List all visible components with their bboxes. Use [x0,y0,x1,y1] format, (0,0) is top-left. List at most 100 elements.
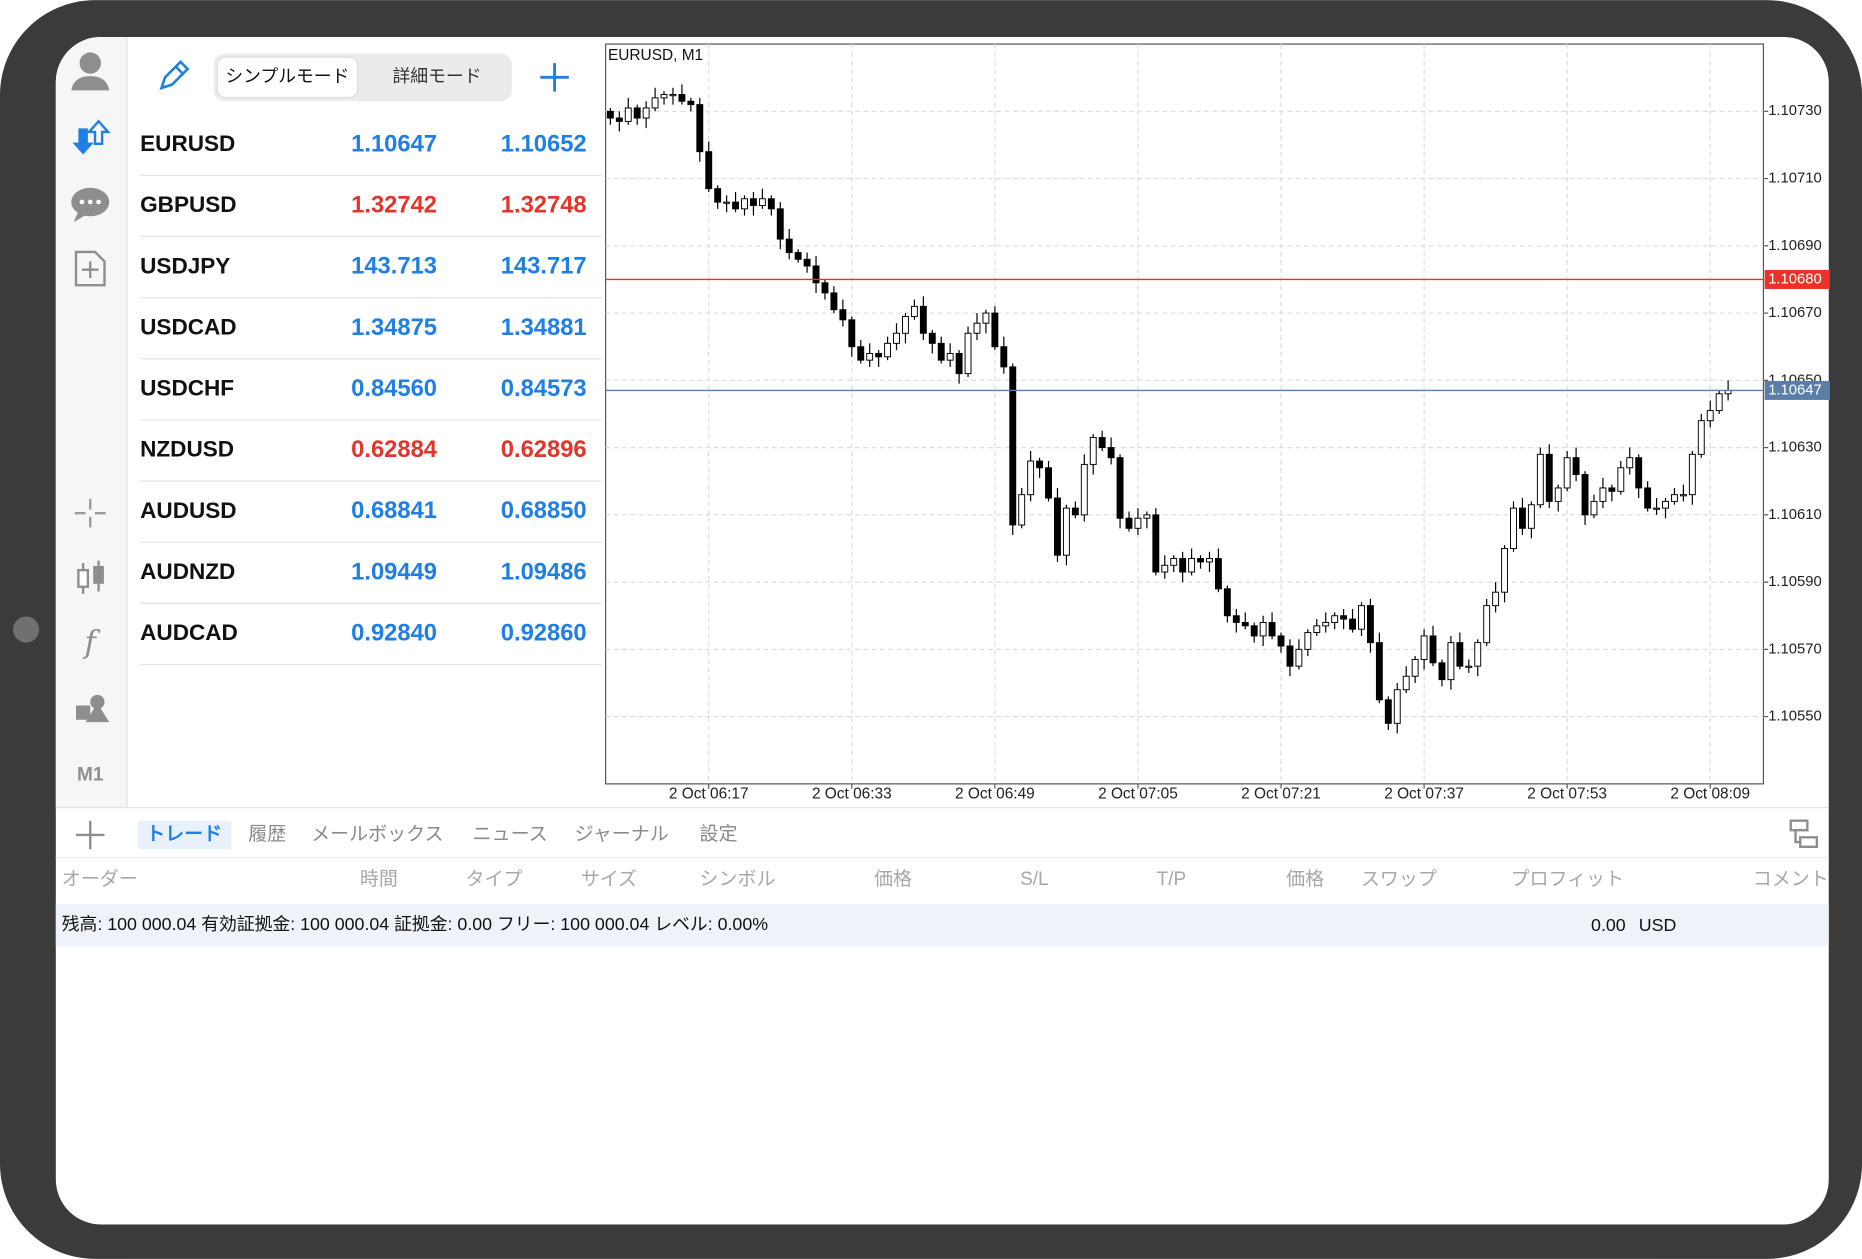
candle-body [1581,474,1589,516]
candle-body [1259,621,1267,637]
summary-text: 残高: 100 000.04 有効証拠金: 100 000.04 証拠金: 0.… [62,914,768,934]
mode-selected[interactable] [216,56,359,99]
chart-type-icon[interactable] [77,560,104,594]
y-tick-label: 1.10590 [1768,574,1822,590]
bid[interactable]: 1.10647 [351,130,437,157]
symbol[interactable]: AUDNZD [140,559,235,584]
summary-row [55,903,1829,947]
candle-body [1653,507,1661,510]
candle-body [1223,588,1231,617]
price-label-bg [1764,380,1830,400]
symbol[interactable]: GBPUSD [140,192,236,217]
ask[interactable]: 143.717 [501,253,587,280]
add-tab[interactable] [76,820,105,850]
ask[interactable]: 1.09486 [501,558,587,585]
column-header: スワップ [1361,868,1437,890]
ask[interactable]: 0.68850 [501,497,587,524]
candle-body [848,319,856,348]
candle-body [803,258,811,267]
new-order-icon[interactable] [74,250,106,287]
trade-icon[interactable] [72,119,111,155]
bid[interactable]: 0.68841 [351,497,437,524]
add-symbol[interactable] [540,63,569,92]
mode-option[interactable]: 詳細モード [393,66,482,86]
candle-body [1152,514,1160,573]
symbol[interactable]: USDCAD [140,314,236,339]
timeframe[interactable]: M1 [77,765,104,786]
tab[interactable]: 履歴 [248,824,286,845]
bid[interactable]: 1.09449 [351,558,437,585]
candle-body [1492,591,1500,607]
symbol[interactable]: NZDUSD [140,437,234,462]
candle-body [1608,487,1616,492]
bid[interactable]: 143.713 [351,253,437,280]
candle-body [1188,558,1196,573]
mode-option[interactable]: シンプルモード [225,66,349,86]
tab[interactable]: メールボックス [311,823,443,845]
crosshair-icon[interactable] [74,498,106,528]
candle-body [1456,642,1464,667]
candle-body [1501,548,1509,593]
symbol[interactable]: AUDCAD [140,620,238,645]
candle-body [1179,558,1187,573]
column-header: プロフィット [1511,868,1625,890]
ask[interactable]: 0.84573 [501,375,587,402]
symbol[interactable]: AUDUSD [140,498,236,523]
column-header: 価格 [1286,868,1324,890]
active-tab-bg [137,820,232,850]
ask[interactable]: 1.32748 [501,191,587,218]
objects-icon[interactable] [76,694,110,723]
chat-icon[interactable] [71,187,110,223]
ask[interactable]: 1.34881 [501,314,587,341]
tab[interactable]: トレード [146,824,222,845]
candle-body [964,332,972,375]
ask[interactable]: 0.92860 [501,620,587,647]
candle-body [794,252,802,260]
candle-body [1241,621,1249,627]
candle-body [902,315,909,334]
candle-body [1080,463,1088,516]
candle-body [696,104,704,153]
symbol[interactable]: EURUSD [140,131,235,156]
tab[interactable]: 設定 [699,823,737,845]
y-tick-label: 1.10730 [1768,103,1822,119]
edit-icon[interactable] [159,60,190,91]
candle-body [615,117,623,122]
candle-body [1483,605,1491,644]
candle-body [1429,635,1437,664]
bid[interactable]: 1.34875 [351,314,437,341]
camera [13,616,40,643]
account-icon[interactable] [71,52,110,91]
y-tick-label: 1.10610 [1768,507,1822,523]
y-tick-label: 1.10710 [1768,170,1822,186]
candle-body [1304,632,1312,650]
candle-body [1393,689,1401,724]
candle-body [955,352,963,375]
tab[interactable]: ジャーナル [575,824,669,845]
candle-body [1402,675,1410,691]
ask[interactable]: 1.10652 [501,130,587,157]
column-header: シンボル [699,868,775,890]
candle-body [678,94,686,102]
candle-body [1062,507,1070,556]
ask[interactable]: 0.62896 [501,436,587,463]
bid[interactable]: 0.62884 [351,436,438,463]
symbol[interactable]: USDJPY [140,253,230,278]
candle-body [1599,487,1607,502]
candle-body [1563,457,1571,489]
x-tick-label: 2 Oct 06:17 [669,786,749,803]
symbol[interactable]: USDCHF [140,376,234,401]
x-tick-label: 2 Oct 07:05 [1098,786,1178,803]
tab[interactable]: ニュース [473,824,548,845]
candle-body [723,201,731,204]
y-tick-label: 1.10690 [1768,238,1822,254]
candle-body [606,110,614,119]
bid[interactable]: 0.84560 [351,375,437,402]
bid[interactable]: 0.92840 [351,620,437,647]
candle-body [1536,453,1544,506]
candle-body [1688,453,1696,496]
price-label: 1.10680 [1768,271,1822,287]
layout-icon[interactable] [1789,819,1819,848]
bid[interactable]: 1.32742 [351,191,437,218]
candle-body [1161,564,1169,573]
